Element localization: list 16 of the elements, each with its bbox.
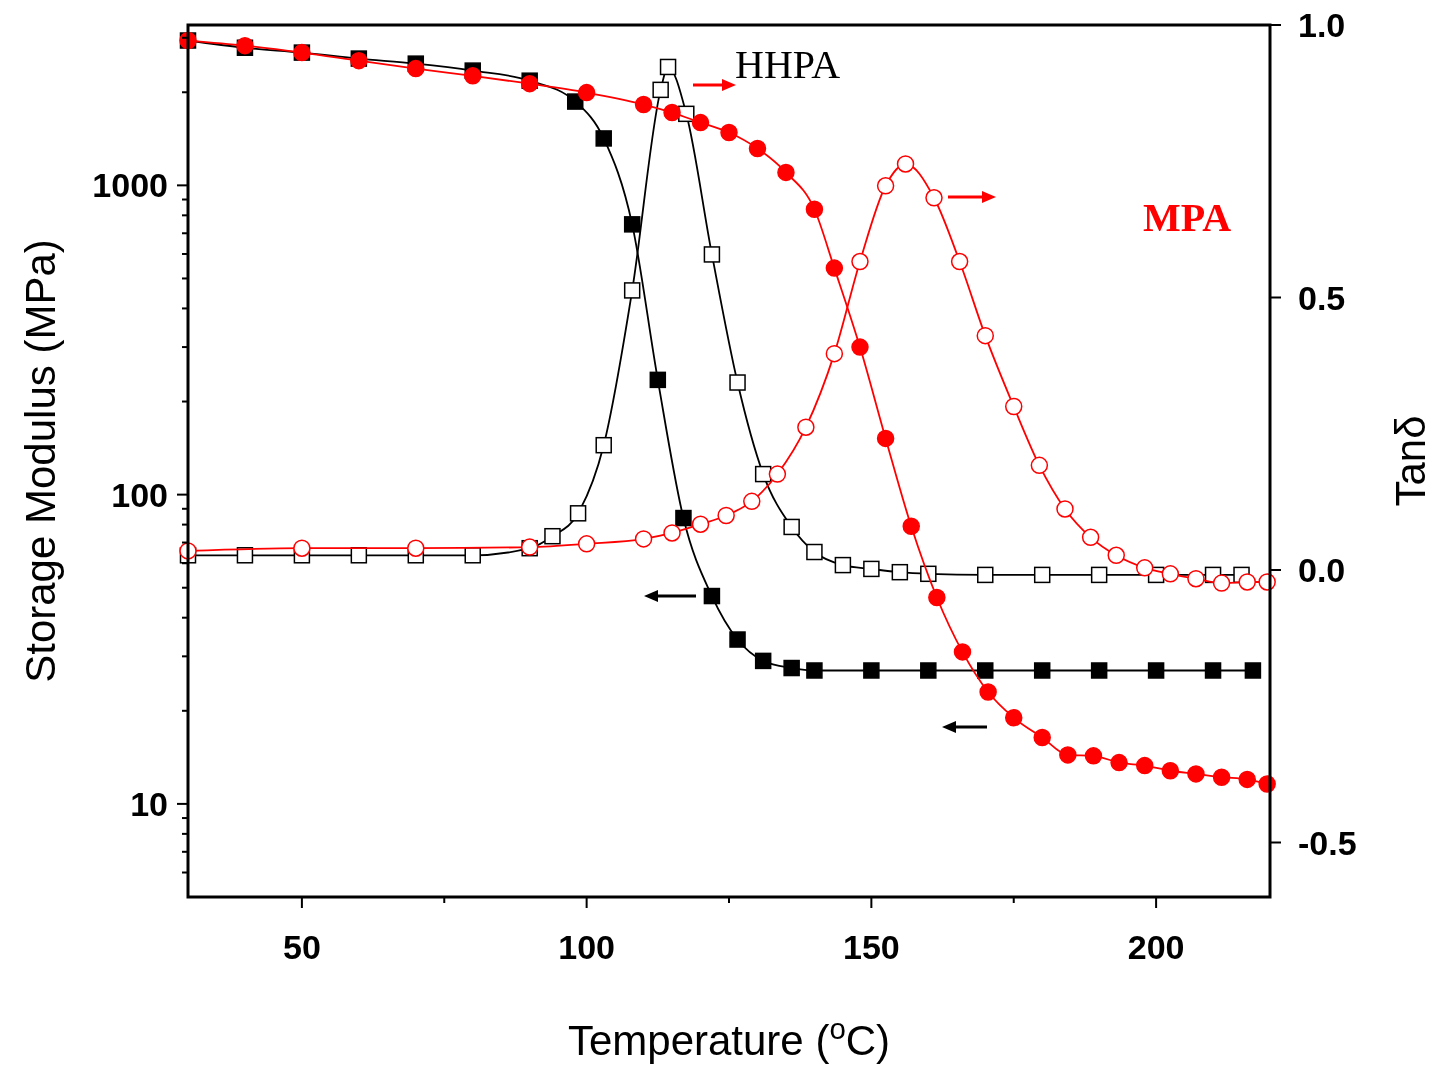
- y-tick-label: 10: [130, 784, 168, 823]
- x-axis-title: Temperature ($^{o}$C): [567, 1011, 891, 1064]
- annotation: MPA: [1143, 195, 1232, 240]
- x-tick-label: 150: [843, 928, 900, 966]
- y2-tick-label: -0.5: [1298, 823, 1357, 862]
- y2-tick-label: 0.5: [1298, 278, 1346, 317]
- y-tick-label: 100: [111, 475, 168, 514]
- y-tick-label: 1000: [92, 166, 168, 205]
- y2-tick-label: 0.0: [1298, 551, 1346, 589]
- y2-tick-label: 1.0: [1298, 6, 1346, 44]
- y-axis-title: Storage Modulus (MPa): [17, 239, 64, 683]
- x-tick-label: 100: [558, 928, 615, 966]
- x-tick-label: 50: [282, 928, 321, 966]
- x-tick-label: 200: [1127, 928, 1185, 966]
- annotation: HHPA: [735, 42, 841, 87]
- y2-axis-title: Tanδ: [1387, 415, 1434, 507]
